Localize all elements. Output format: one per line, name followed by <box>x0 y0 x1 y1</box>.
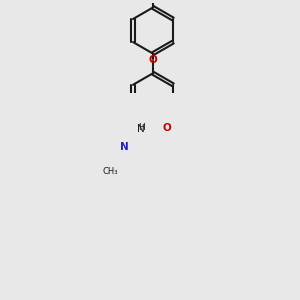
Text: N: N <box>137 124 145 134</box>
Text: N: N <box>120 142 129 152</box>
Text: O: O <box>148 55 158 65</box>
Text: CH₃: CH₃ <box>103 167 118 176</box>
Text: O: O <box>163 123 171 133</box>
Text: H: H <box>138 123 145 132</box>
